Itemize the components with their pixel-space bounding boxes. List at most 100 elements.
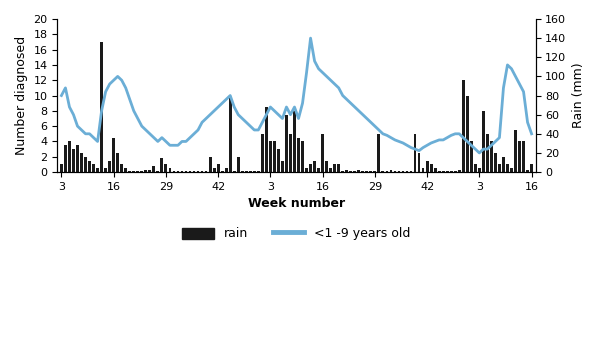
Bar [80,153,83,172]
Bar [176,171,179,172]
Bar [64,145,67,172]
Bar [309,164,312,172]
Bar [285,115,288,172]
Bar [152,166,155,172]
Bar [466,96,469,172]
Bar [297,137,300,172]
Bar [253,171,256,172]
Bar [112,137,115,172]
Bar [506,164,509,172]
Bar [68,141,71,172]
Bar [454,171,457,172]
Bar [346,170,348,172]
Bar [530,164,533,172]
Bar [301,141,304,172]
Bar [249,171,251,172]
Bar [389,170,392,172]
Bar [498,164,501,172]
Bar [470,141,473,172]
Bar [329,168,332,172]
Bar [317,168,320,172]
Bar [401,171,404,172]
Bar [188,171,191,172]
Bar [60,164,63,172]
Bar [474,164,477,172]
Bar [349,171,352,172]
Bar [494,153,497,172]
Bar [76,145,79,172]
Bar [313,160,316,172]
Bar [377,134,380,172]
Bar [205,171,208,172]
Bar [148,170,151,172]
Bar [164,164,167,172]
Bar [145,170,147,172]
Bar [104,168,107,172]
Bar [418,153,421,172]
Bar [410,171,412,172]
Bar [373,171,376,172]
Bar [229,98,232,172]
Bar [394,171,397,172]
Bar [200,171,203,172]
Bar [365,171,368,172]
Bar [370,171,372,172]
Y-axis label: Rain (mm): Rain (mm) [572,63,585,128]
Bar [446,171,449,172]
Bar [325,160,328,172]
Bar [269,141,272,172]
Bar [157,171,159,172]
Bar [120,164,123,172]
Bar [133,171,135,172]
Bar [518,141,521,172]
Bar [281,160,284,172]
Bar [353,171,356,172]
Bar [225,168,227,172]
Legend: rain, <1 -9 years old: rain, <1 -9 years old [178,222,416,245]
Bar [181,171,184,172]
Bar [261,134,264,172]
Bar [478,168,481,172]
Bar [450,171,452,172]
Bar [438,171,440,172]
Bar [337,164,340,172]
Bar [84,157,87,172]
Bar [173,171,175,172]
Bar [386,171,388,172]
Bar [526,170,529,172]
Bar [88,160,91,172]
Bar [72,149,75,172]
Bar [510,168,513,172]
Bar [413,134,416,172]
Bar [213,168,215,172]
Bar [197,171,199,172]
Bar [257,171,260,172]
Bar [458,170,461,172]
Bar [442,171,445,172]
Bar [430,164,433,172]
Bar [341,171,344,172]
Bar [217,164,220,172]
Bar [333,164,336,172]
Bar [185,171,187,172]
Bar [289,134,292,172]
Bar [108,160,111,172]
Bar [116,153,119,172]
Bar [273,141,276,172]
Bar [305,168,308,172]
Bar [241,171,244,172]
Bar [434,168,437,172]
Bar [245,171,248,172]
Bar [425,160,428,172]
Bar [221,171,224,172]
Bar [233,171,236,172]
Bar [193,171,196,172]
Bar [277,149,280,172]
Bar [128,171,131,172]
Bar [96,168,99,172]
Bar [358,170,360,172]
Bar [502,157,505,172]
Y-axis label: Number diagnosed: Number diagnosed [15,36,28,155]
Bar [140,171,143,172]
Bar [136,171,139,172]
